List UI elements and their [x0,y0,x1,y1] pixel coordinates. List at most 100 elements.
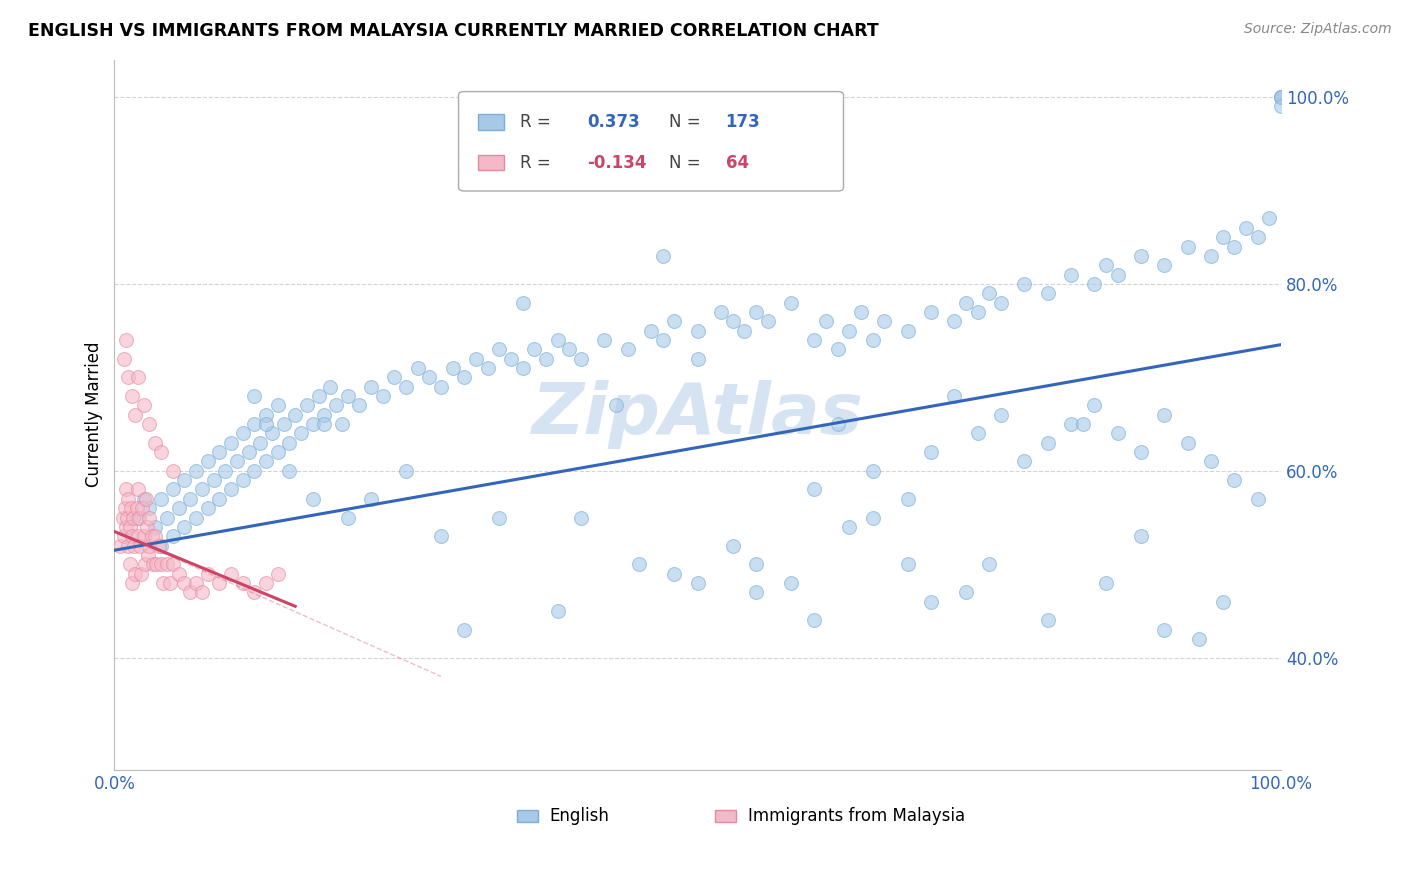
Point [1095,258,1118,272]
Point [686,576,709,591]
Point [115,520,138,534]
Point [430,529,453,543]
Point [862,464,884,478]
Point [136,520,159,534]
Point [593,333,616,347]
Point [966,305,988,319]
Bar [478,114,503,130]
Bar [517,810,538,822]
Point [156,510,179,524]
Point [827,343,849,357]
Point [382,370,405,384]
Point [117,370,139,384]
Point [1107,426,1129,441]
Point [150,558,173,572]
Point [651,333,673,347]
Point [360,491,382,506]
Point [117,491,139,506]
Point [1223,473,1246,487]
Point [441,361,464,376]
Point [121,529,143,543]
Point [1014,454,1036,468]
Point [260,426,283,441]
Point [721,314,744,328]
Point [803,483,825,497]
Point [148,539,170,553]
Point [124,408,146,422]
Point [138,510,160,524]
Point [208,445,231,459]
Point [197,501,219,516]
Text: English: English [550,807,609,825]
Point [202,473,225,487]
Point [290,426,312,441]
Point [990,408,1012,422]
Point [1036,613,1059,627]
Text: Immigrants from Malaysia: Immigrants from Malaysia [748,807,965,825]
Point [152,576,174,591]
Point [943,314,966,328]
Point [219,483,242,497]
Point [780,295,803,310]
Bar [478,155,503,170]
Point [249,435,271,450]
Point [232,426,254,441]
Text: ZipAtlas: ZipAtlas [531,380,863,450]
Point [127,370,149,384]
Point [284,408,307,422]
Point [488,510,510,524]
Point [1153,408,1175,422]
Point [1107,268,1129,282]
Point [745,585,768,599]
Point [1071,417,1094,431]
Point [143,520,166,534]
Point [1212,230,1234,244]
Point [1258,211,1281,226]
Point [512,295,534,310]
Text: Source: ZipAtlas.com: Source: ZipAtlas.com [1244,22,1392,37]
Point [827,417,849,431]
Point [465,351,488,366]
Point [254,408,277,422]
Point [336,389,359,403]
Point [141,529,163,543]
Point [1246,491,1268,506]
Point [547,333,569,347]
Point [330,417,353,431]
Point [208,491,231,506]
Point [145,558,167,572]
Point [360,380,382,394]
Text: -0.134: -0.134 [586,153,647,171]
Point [156,558,179,572]
Point [121,576,143,591]
Point [686,351,709,366]
FancyBboxPatch shape [458,92,844,191]
Point [756,314,779,328]
Point [862,333,884,347]
Point [314,417,336,431]
Point [534,351,557,366]
Point [943,389,966,403]
Point [1153,258,1175,272]
Point [197,566,219,581]
Point [162,529,184,543]
Point [118,558,141,572]
Point [453,623,475,637]
Point [897,491,920,506]
Point [278,435,301,450]
Point [430,380,453,394]
Point [173,520,195,534]
Point [301,491,323,506]
Point [112,351,135,366]
Point [121,389,143,403]
Point [267,398,290,412]
Point [1153,623,1175,637]
Point [301,417,323,431]
Point [129,566,152,581]
Point [191,585,214,599]
Point [1036,435,1059,450]
Point [167,566,190,581]
Point [191,483,214,497]
Point [710,305,733,319]
Point [110,539,132,553]
